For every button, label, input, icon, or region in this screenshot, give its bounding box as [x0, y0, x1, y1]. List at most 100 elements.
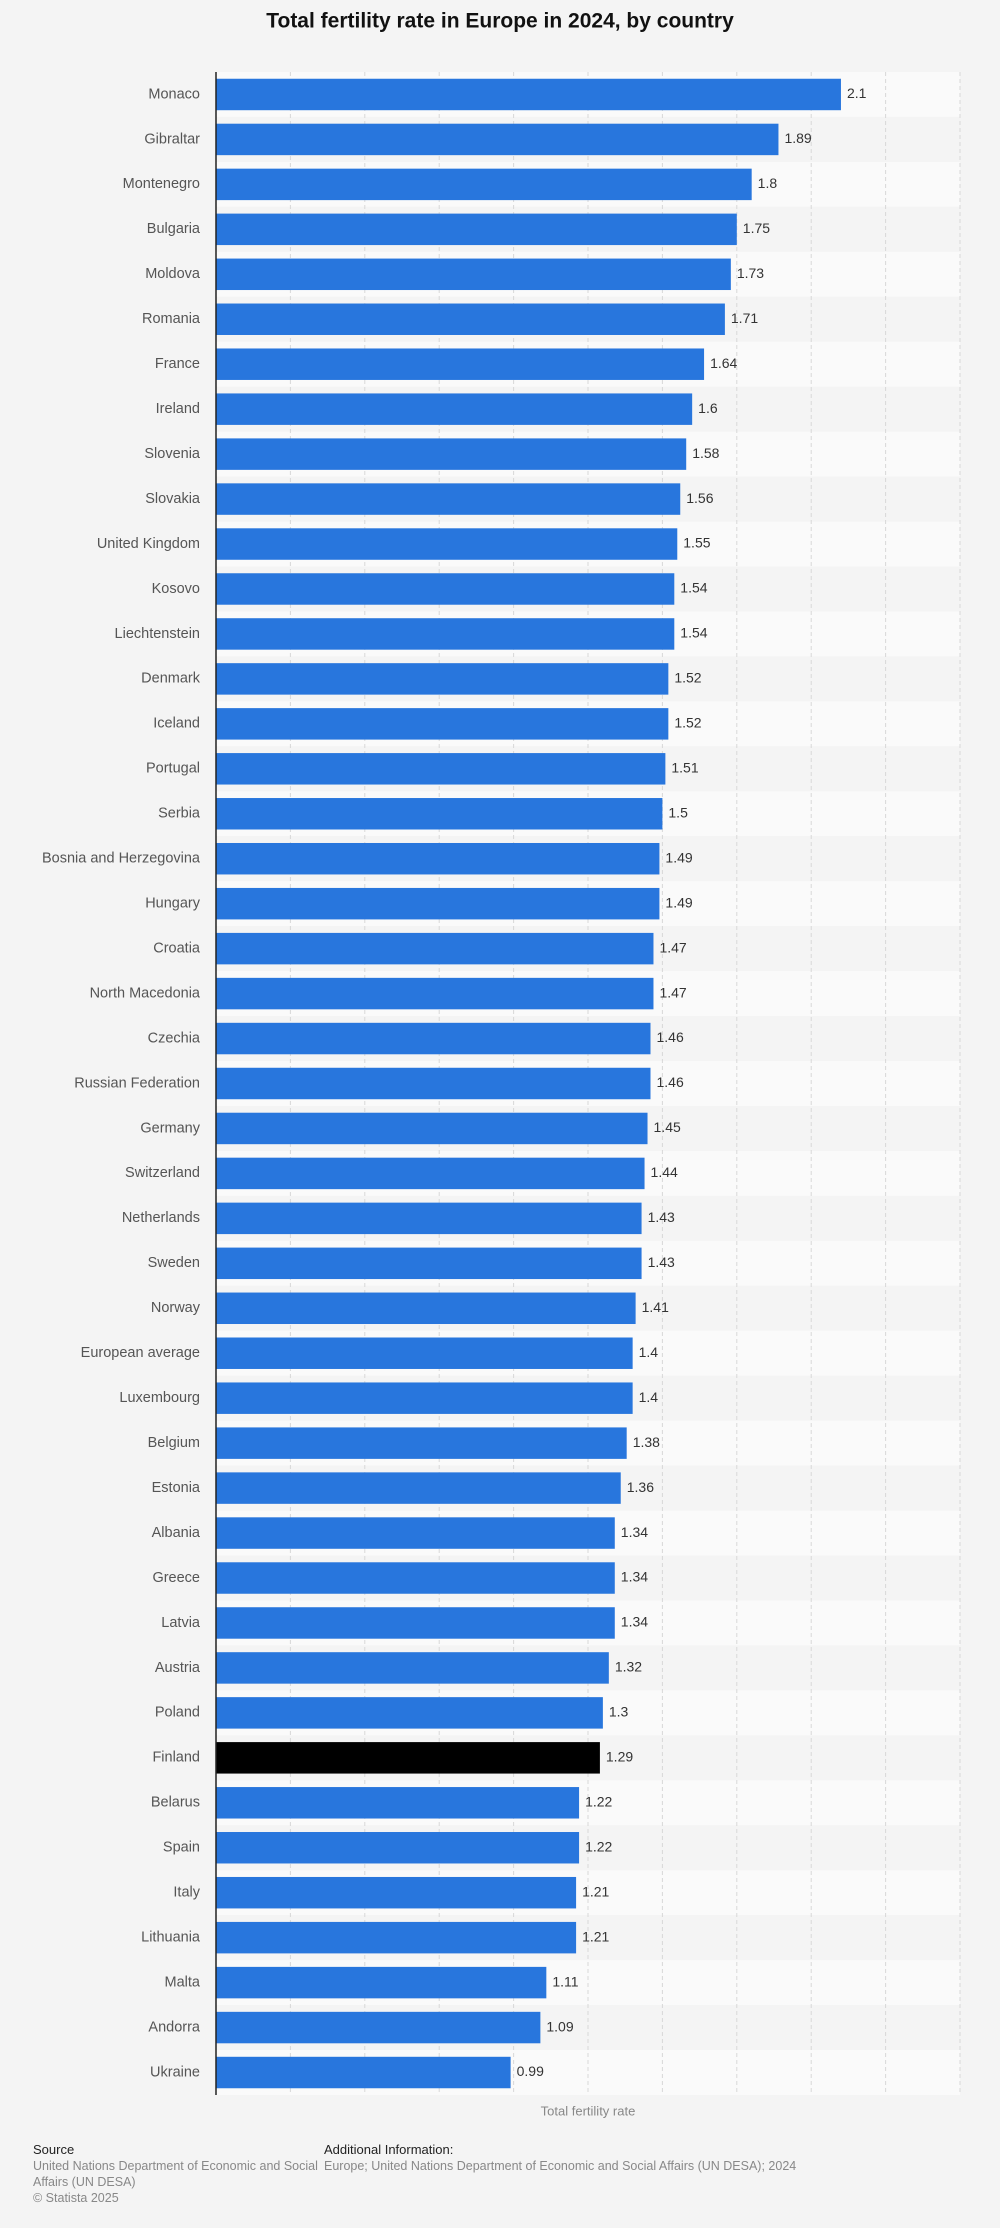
y-tick-label: Finland — [152, 1750, 200, 1766]
chart-title: Total fertility rate in Europe in 2024, … — [266, 10, 734, 33]
y-tick-label: Lithuania — [141, 1929, 201, 1945]
y-tick-label: Germany — [140, 1120, 200, 1136]
bar — [216, 1112, 648, 1145]
bar — [216, 1157, 645, 1190]
y-tick-label: Portugal — [146, 761, 200, 777]
value-label: 1.75 — [743, 220, 770, 236]
value-label: 1.52 — [674, 670, 701, 686]
y-tick-label: Liechtenstein — [115, 626, 200, 642]
bar — [216, 1427, 627, 1459]
bar — [216, 842, 660, 875]
y-tick-label: Austria — [155, 1660, 201, 1676]
value-label: 1.49 — [665, 894, 692, 910]
value-label: 1.5 — [668, 804, 688, 820]
bar — [216, 303, 725, 335]
y-tick-label: Monaco — [148, 86, 200, 102]
bar — [216, 887, 660, 920]
y-tick-label: Malta — [165, 1974, 201, 1990]
y-tick-label: Sweden — [148, 1255, 200, 1271]
value-label: 1.36 — [627, 1479, 654, 1495]
value-label: 1.34 — [621, 1524, 648, 1540]
bar — [216, 1697, 603, 1729]
value-label: 1.09 — [546, 2018, 573, 2034]
value-label: 1.58 — [692, 445, 719, 461]
value-label: 1.54 — [680, 625, 707, 641]
value-label: 1.47 — [659, 984, 686, 1000]
y-tick-label: Poland — [155, 1705, 200, 1721]
value-label: 2.1 — [847, 85, 867, 101]
value-label: 1.54 — [680, 580, 707, 596]
value-label: 1.3 — [609, 1704, 629, 1720]
y-tick-label: Andorra — [148, 2019, 201, 2035]
bar — [216, 977, 654, 1010]
y-tick-label: United Kingdom — [97, 536, 200, 552]
bar — [216, 1652, 609, 1684]
y-tick-label: Iceland — [153, 716, 200, 732]
y-tick-label: France — [155, 356, 200, 372]
value-label: 1.64 — [710, 355, 737, 371]
value-label: 1.41 — [642, 1299, 669, 1315]
y-tick-label: Romania — [142, 311, 201, 327]
x-axis-label: Total fertility rate — [541, 2103, 636, 2118]
additional-info: Additional Information: Europe; United N… — [324, 2142, 964, 2174]
value-label: 1.55 — [683, 535, 710, 551]
bar — [216, 663, 669, 695]
y-tick-label: North Macedonia — [90, 985, 201, 1001]
bar — [216, 1832, 580, 1864]
info-label: Additional Information: — [324, 2142, 454, 2157]
y-tick-label: Gibraltar — [144, 131, 200, 147]
value-label: 1.11 — [552, 1973, 578, 1989]
bar — [216, 1022, 651, 1055]
value-label: 1.32 — [615, 1659, 642, 1675]
y-tick-label: Kosovo — [152, 581, 200, 597]
bar — [216, 1607, 615, 1639]
value-label: 1.47 — [659, 939, 686, 955]
y-tick-label: Belgium — [148, 1435, 200, 1451]
y-tick-label: Serbia — [158, 806, 201, 822]
y-tick-label: Ukraine — [150, 2064, 200, 2080]
bar — [216, 1202, 642, 1235]
y-tick-label: Albania — [152, 1525, 201, 1541]
y-tick-label: Estonia — [152, 1480, 201, 1496]
y-tick-label: Croatia — [153, 940, 201, 956]
bar — [216, 213, 737, 246]
value-label: 1.43 — [648, 1209, 675, 1225]
bar — [216, 348, 705, 380]
bar — [216, 1067, 651, 1100]
value-label: 1.56 — [686, 490, 713, 506]
y-tick-label: Netherlands — [122, 1210, 200, 1226]
bar — [216, 1247, 642, 1280]
y-tick-label: Belarus — [151, 1795, 200, 1811]
value-label: 1.4 — [639, 1389, 659, 1405]
bar — [216, 1921, 577, 1954]
bar — [216, 1562, 615, 1594]
y-tick-label: Russian Federation — [74, 1075, 200, 1091]
bar — [216, 618, 675, 650]
bar — [216, 1382, 633, 1414]
y-tick-label: Slovenia — [144, 446, 201, 462]
y-tick-label: Norway — [151, 1300, 201, 1316]
bar — [216, 1742, 600, 1774]
value-label: 1.46 — [656, 1029, 683, 1045]
bar — [216, 258, 731, 291]
bar — [216, 78, 841, 111]
source-label: Source — [33, 2142, 75, 2157]
value-label: 1.4 — [639, 1344, 659, 1360]
value-label: 1.34 — [621, 1569, 648, 1585]
bar — [216, 1337, 633, 1369]
y-tick-label: Denmark — [141, 671, 201, 687]
value-label: 1.49 — [665, 849, 692, 865]
bar — [216, 528, 678, 560]
value-label: 1.71 — [731, 310, 758, 326]
bar — [216, 1966, 547, 1999]
value-label: 1.6 — [698, 400, 718, 416]
value-label: 1.44 — [651, 1164, 678, 1180]
value-label: 1.34 — [621, 1614, 648, 1630]
value-label: 1.38 — [633, 1434, 660, 1450]
value-label: 1.73 — [737, 265, 764, 281]
bar — [216, 1517, 615, 1549]
bar — [216, 438, 687, 470]
bar — [216, 2056, 511, 2089]
value-label: 0.99 — [517, 2063, 544, 2079]
